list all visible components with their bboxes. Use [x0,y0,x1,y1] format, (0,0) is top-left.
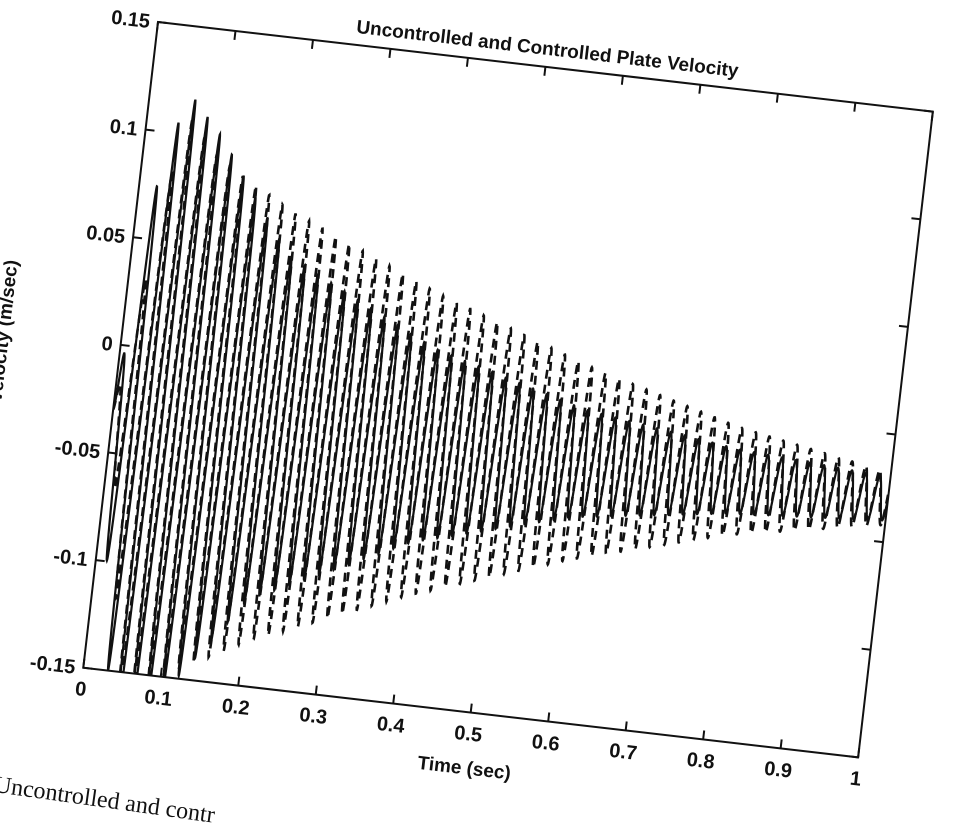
x-tick-top [233,30,237,41]
x-tick [469,703,473,713]
x-tick [547,712,551,722]
x-tick-label: 0.8 [686,749,716,774]
y-tick-label: 0.15 [110,7,151,33]
series-layer [105,99,891,738]
y-tick-right [861,647,871,651]
x-tick-top [620,75,624,85]
x-tick-top [930,111,934,121]
series-line-solid [105,99,890,738]
y-tick-right [911,217,921,221]
x-tick-label: 0.2 [221,695,251,720]
x-tick-top [853,102,857,112]
x-tick-top [698,84,702,94]
x-tick-top [543,66,547,76]
x-tick [624,721,628,731]
tick-labels: 0 0.1 0.2 0.3 0.4 0.5 0.6 0.7 0.8 0.9 1 -0.15 -0.1 -0… [29,7,863,791]
y-tick-label: -0.05 [54,436,102,463]
y-tick-label: -0.15 [29,652,77,679]
x-tick-label: 0.5 [453,722,483,747]
x-tick [82,658,86,668]
x-tick [702,730,706,740]
y-tick-right [898,324,909,328]
x-axis-label: Time (sec) [416,753,511,785]
x-tick-top [465,57,469,67]
axis-ticks [82,21,934,759]
x-tick-label: 0.3 [298,704,328,729]
y-tick-right [849,755,859,759]
y-tick [157,21,168,25]
x-tick [159,667,163,677]
y-tick [120,343,130,347]
y-tick [145,128,155,132]
x-tick-label: 0.4 [376,713,407,738]
x-tick-label: 0.9 [763,758,793,783]
x-tick [857,748,861,758]
y-tick-label: 0.05 [85,222,126,248]
y-tick-right [873,540,884,544]
x-tick-label: 0.1 [143,686,173,711]
x-tick [237,676,241,686]
x-tick-label: 0.7 [608,740,638,765]
y-tick [95,559,105,563]
y-tick-right [923,109,933,113]
y-tick-right [886,432,896,436]
x-tick [779,739,783,749]
x-tick-label: 1 [849,768,863,791]
y-tick [83,666,93,670]
x-tick-top [775,93,779,103]
chart-title: Uncontrolled and Controlled Plate Veloci… [355,17,740,82]
y-tick-label: 0.1 [109,116,139,141]
series-line-dashed [111,119,891,714]
y-axis-label: Velocity (m/sec) [0,259,23,404]
y-tick [132,236,143,240]
x-tick-label: 0.6 [531,731,561,756]
x-tick-top [310,39,314,49]
x-tick [392,694,396,704]
y-tick-label: 0 [100,333,114,356]
plot-group: 0 0.1 0.2 0.3 0.4 0.5 0.6 0.7 0.8 0.9 1 -0.15 -0.1 -0… [0,7,934,791]
x-tick [314,685,318,695]
y-tick-label: -0.1 [52,545,89,571]
x-tick-top [388,48,392,58]
x-tick-top [155,21,159,32]
x-tick-label: 0 [74,678,88,701]
